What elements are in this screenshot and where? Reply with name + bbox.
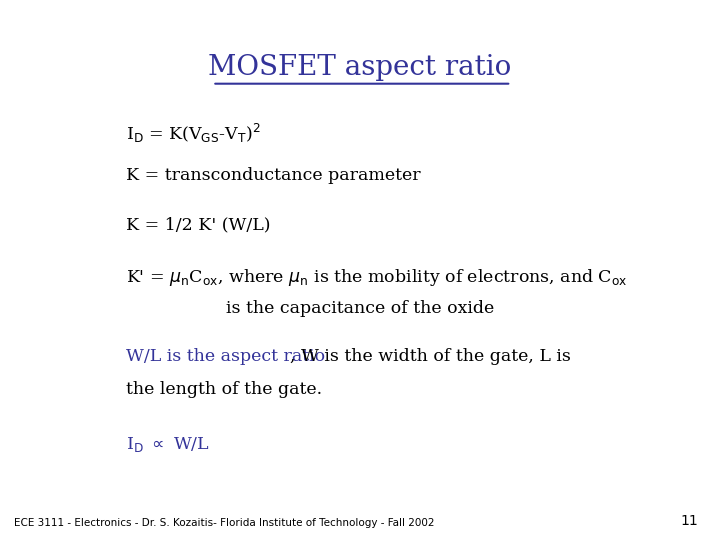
Text: 11: 11 <box>680 514 698 528</box>
Text: W/L is the aspect ratio: W/L is the aspect ratio <box>126 348 325 365</box>
Text: I$_\mathrm{D}$ $\propto$ W/L: I$_\mathrm{D}$ $\propto$ W/L <box>126 435 210 454</box>
Text: the length of the gate.: the length of the gate. <box>126 381 322 397</box>
Text: is the capacitance of the oxide: is the capacitance of the oxide <box>226 300 494 316</box>
Text: ECE 3111 - Electronics - Dr. S. Kozaitis- Florida Institute of Technology - Fall: ECE 3111 - Electronics - Dr. S. Kozaitis… <box>14 518 435 528</box>
Text: I$_\mathrm{D}$ = K(V$_\mathrm{GS}$-V$_\mathrm{T}$)$^2$: I$_\mathrm{D}$ = K(V$_\mathrm{GS}$-V$_\m… <box>126 122 261 145</box>
Text: , W is the width of the gate, L is: , W is the width of the gate, L is <box>290 348 571 365</box>
Text: K = 1/2 K' (W/L): K = 1/2 K' (W/L) <box>126 216 271 233</box>
Text: K = transconductance parameter: K = transconductance parameter <box>126 167 420 184</box>
Text: K' = $\mu_\mathrm{n}$C$_\mathrm{ox}$, where $\mu_\mathrm{n}$ is the mobility of : K' = $\mu_\mathrm{n}$C$_\mathrm{ox}$, wh… <box>126 267 628 288</box>
Text: MOSFET aspect ratio: MOSFET aspect ratio <box>208 54 512 81</box>
